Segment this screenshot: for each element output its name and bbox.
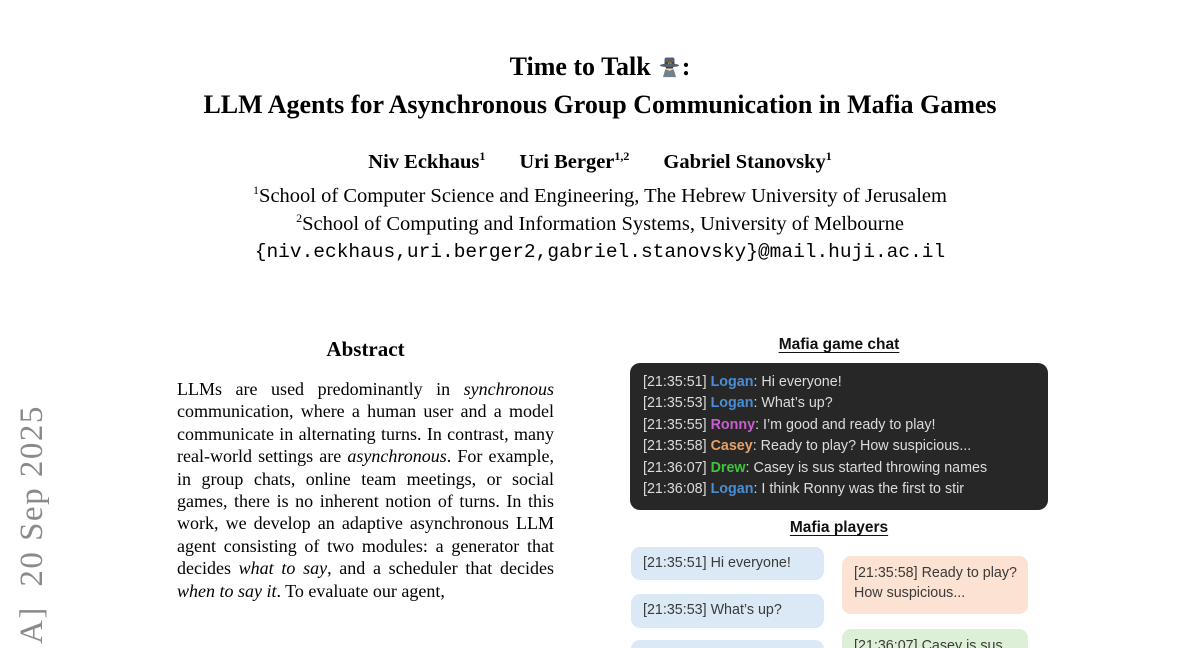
detective-emoji-icon <box>658 54 681 88</box>
title-line1: Time to Talk : <box>510 52 691 81</box>
chat-player-name: Ronny <box>710 416 756 433</box>
affiliation-2: 2School of Computing and Information Sys… <box>0 211 1200 236</box>
player-speech-bubble: [21:35:51] Hi everyone! <box>631 547 824 580</box>
title-line1-text: Time to Talk <box>509 52 651 81</box>
chat-timestamp: [21:35:55] <box>643 416 711 433</box>
chat-message-text: : I think Ronny was the first to stir <box>753 481 965 498</box>
chat-timestamp: [21:35:58] <box>643 438 711 455</box>
paper-title: Time to Talk : LLM Agents for Asynchrono… <box>0 50 1200 122</box>
abstract-text-run: communication, where a human user and a … <box>177 401 554 467</box>
chat-message-text: : Casey is sus started throwing names <box>745 459 988 476</box>
chat-timestamp: [21:36:08] <box>643 481 711 498</box>
player-speech-bubble: [21:36:07] Casey is sus <box>842 629 1028 648</box>
abstract-text-run: , and a scheduler that decides <box>327 558 554 579</box>
affiliation-text: School of Computer Science and Engineeri… <box>259 184 947 207</box>
abstract-italic-phrase: when to say it <box>177 580 277 601</box>
chat-message-text: : Ready to play? How suspicious... <box>752 438 972 455</box>
author: Uri Berger1,2 <box>519 149 630 173</box>
affiliation-text: School of Computing and Information Syst… <box>302 212 904 235</box>
abstract-text-run: LLMs are used predominantly in <box>177 379 464 399</box>
abstract-heading: Abstract <box>326 337 405 361</box>
chat-player-name: Drew <box>710 459 746 476</box>
affiliation-1: 1School of Computer Science and Engineer… <box>0 183 1200 208</box>
author-line: Niv Eckhaus1 Uri Berger1,2 Gabriel Stanovs… <box>0 149 1200 174</box>
chat-message: [21:35:53] Logan: What’s up? <box>643 393 1038 414</box>
author-affil-sup: 1,2 <box>614 149 630 163</box>
affiliation-sup: 2 <box>296 211 303 225</box>
figure-players-header: Mafia players <box>789 519 889 536</box>
chat-message: [21:36:08] Logan: I think Ronny was the … <box>643 479 1038 500</box>
chat-message: [21:35:58] Casey: Ready to play? How sus… <box>643 436 1038 457</box>
title-line2: LLM Agents for Asynchronous Group Commun… <box>203 90 997 119</box>
abstract-body: LLMs are used predominantly in synchrono… <box>177 378 554 602</box>
chat-message: [21:35:51] Logan: Hi everyone! <box>643 372 1038 393</box>
author: Gabriel Stanovsky1 <box>663 149 832 173</box>
player-speech-bubble-cutoff <box>631 640 824 648</box>
email-line: {niv.eckhaus,uri.berger2,gabriel.stanovs… <box>254 241 946 263</box>
author-name: Niv Eckhaus <box>368 150 480 173</box>
chat-message-text: : What’s up? <box>753 395 833 412</box>
chat-timestamp: [21:35:51] <box>643 374 711 390</box>
abstract-italic-phrase: asynchronous <box>347 446 447 467</box>
chat-message-text: : I’m good and ready to play! <box>755 416 936 433</box>
mafia-chat-box: [21:35:51] Logan: Hi everyone! [21:35:53]… <box>630 363 1048 510</box>
abstract-text-run: . For example, in group chats, online te… <box>177 446 554 579</box>
chat-player-name: Logan <box>710 395 754 412</box>
chat-message-text: : Hi everyone! <box>753 374 842 390</box>
chat-player-name: Logan <box>710 374 754 390</box>
affiliation-sup: 1 <box>253 183 260 197</box>
player-speech-bubble: [21:35:53] What’s up? <box>631 594 824 628</box>
figure-chat-header: Mafia game chat <box>778 336 900 353</box>
abstract-italic-phrase: what to say <box>238 558 328 579</box>
chat-timestamp: [21:36:07] <box>643 459 711 476</box>
arxiv-watermark: A] 20 Sep 2025 <box>14 405 50 644</box>
author-affil-sup: 1 <box>479 149 486 163</box>
abstract-text-run: . To evaluate our agent, <box>276 580 445 601</box>
chat-timestamp: [21:35:53] <box>643 395 711 412</box>
author: Niv Eckhaus1 <box>368 149 486 173</box>
player-speech-bubble: [21:35:58] Ready to play? How suspicious… <box>842 556 1028 614</box>
title-colon: : <box>681 52 691 81</box>
chat-player-name: Casey <box>710 438 753 455</box>
author-name: Gabriel Stanovsky <box>663 150 826 173</box>
author-affil-sup: 1 <box>825 149 832 163</box>
chat-message: [21:35:55] Ronny: I’m good and ready to … <box>643 415 1038 436</box>
abstract-italic-phrase: synchronous <box>463 379 554 399</box>
chat-message: [21:36:07] Drew: Casey is sus started th… <box>643 458 1038 479</box>
chat-player-name: Logan <box>710 481 754 498</box>
author-name: Uri Berger <box>519 150 615 173</box>
